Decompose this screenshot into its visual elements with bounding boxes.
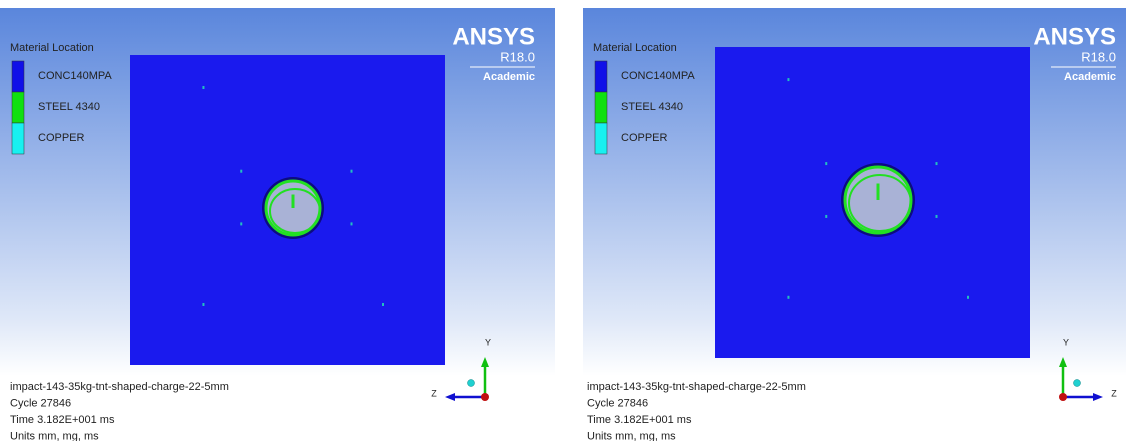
info-line: Units mm, mg, ms: [587, 430, 676, 441]
logo-brand: ANSYS: [1033, 23, 1116, 50]
page: Material Location CONC140MPA STEEL 4340 COP…: [0, 0, 1126, 441]
logo-edition: Academic: [483, 71, 535, 83]
view-ball: [468, 380, 475, 387]
fragment: [202, 86, 204, 89]
legend-swatch: [595, 92, 607, 123]
fragment: [936, 215, 938, 218]
legend-label: STEEL 4340: [621, 101, 683, 113]
viewport: Material Location CONC140MPA STEEL 4340 COP…: [0, 0, 555, 441]
legend-swatch: [12, 92, 24, 123]
logo-brand: ANSYS: [452, 23, 535, 50]
fragment: [825, 215, 827, 218]
info-line: impact-143-35kg-tnt-shaped-charge-22-5mm: [10, 381, 229, 393]
fragment: [825, 162, 827, 165]
viewport: Material Location CONC140MPA STEEL 4340 COP…: [583, 0, 1126, 441]
legend-label: COPPER: [621, 132, 668, 144]
info-line: Cycle 27846: [10, 397, 71, 409]
fragment: [240, 170, 242, 173]
fragment: [936, 162, 938, 165]
view-ball: [1074, 380, 1081, 387]
info-line: Cycle 27846: [587, 397, 648, 409]
legend-label: STEEL 4340: [38, 101, 100, 113]
logo-release: R18.0: [1081, 49, 1116, 64]
fragment: [351, 170, 353, 173]
info-line: Time 3.182E+001 ms: [587, 414, 692, 426]
logo-edition: Academic: [1064, 71, 1116, 83]
fragment: [787, 296, 789, 299]
axis-label-y: Y: [1063, 337, 1069, 347]
fragment: [382, 303, 384, 306]
legend-label: CONC140MPA: [621, 70, 695, 82]
legend-label: COPPER: [38, 132, 85, 144]
legend-swatch: [12, 123, 24, 154]
fragment: [240, 222, 242, 225]
fragment: [351, 222, 353, 225]
info-line: impact-143-35kg-tnt-shaped-charge-22-5mm: [587, 381, 806, 393]
fragment: [202, 303, 204, 306]
axis-label-y: Y: [485, 337, 491, 347]
penetrator: [877, 184, 880, 201]
legend-swatch: [595, 123, 607, 154]
legend-swatch: [595, 61, 607, 92]
logo-release: R18.0: [500, 49, 535, 64]
info-line: Units mm, mg, ms: [10, 430, 99, 441]
info-line: Time 3.182E+001 ms: [10, 414, 115, 426]
axis-label-z: Z: [1111, 388, 1117, 398]
axis-origin: [481, 393, 489, 401]
fragment: [967, 296, 969, 299]
axis-label-z: Z: [431, 388, 437, 398]
legend-title: Material Location: [10, 42, 94, 54]
fragment: [787, 78, 789, 81]
legend-label: CONC140MPA: [38, 70, 112, 82]
axis-origin: [1059, 393, 1067, 401]
penetrator: [292, 195, 295, 209]
legend-title: Material Location: [593, 42, 677, 54]
legend-swatch: [12, 61, 24, 92]
